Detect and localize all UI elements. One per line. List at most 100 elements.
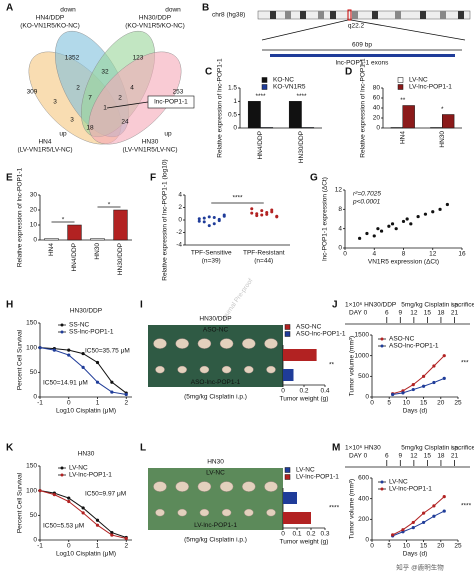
exon-label: lnc-POP1-1 exons xyxy=(336,60,389,67)
timeline-day: 21 xyxy=(451,453,459,460)
x-axis-label: Tumor weight (g) xyxy=(280,539,329,546)
point xyxy=(67,348,71,352)
y-tick-label: 20 xyxy=(373,115,381,122)
point xyxy=(81,365,85,369)
point xyxy=(376,227,380,231)
legend-swatch xyxy=(261,84,268,90)
y-tick-label: 0 xyxy=(33,394,37,401)
tumor-photo xyxy=(148,325,283,387)
point xyxy=(197,219,201,223)
venn-count: 7 xyxy=(88,95,92,102)
venn-count: 4 xyxy=(130,85,134,92)
venn-count: 1352 xyxy=(65,55,80,62)
y-tick-label: 0 xyxy=(33,237,37,244)
y-tick-label: 1 xyxy=(233,98,237,105)
legend-label: LV-lnc-POP1-1 xyxy=(69,472,112,479)
venn-count: 253 xyxy=(173,89,184,96)
x-tick-label: HN4 xyxy=(399,131,406,144)
x-tick-label: 0 xyxy=(370,400,374,407)
significance: *** xyxy=(461,360,469,367)
panel-letter: D xyxy=(345,67,352,78)
chromosome-band xyxy=(330,11,336,19)
point xyxy=(394,227,398,231)
venn-set-desc: (KO-VN1R5/KO-NC) xyxy=(125,23,185,30)
point xyxy=(212,216,216,219)
venn-count: 2 xyxy=(118,95,122,102)
point xyxy=(124,392,128,397)
x-tick-label: 0.3 xyxy=(320,531,329,538)
bar xyxy=(301,127,315,129)
point xyxy=(438,207,442,211)
x-tick-label: 10 xyxy=(403,543,411,550)
legend-swatch xyxy=(380,344,384,348)
legend-swatch xyxy=(284,331,291,337)
y-tick-label: 4 xyxy=(338,225,342,232)
y-tick-label: 150 xyxy=(26,463,37,470)
panel-letter: J xyxy=(332,300,338,311)
tumor xyxy=(155,508,165,517)
significance: ** xyxy=(400,97,406,104)
y-tick-label: 1500 xyxy=(355,332,370,339)
significance: * xyxy=(441,106,444,113)
chromosome-label: chr8 (hg38) xyxy=(212,12,245,19)
x-tick-label: 0 xyxy=(67,543,71,550)
bar xyxy=(430,127,443,129)
point xyxy=(275,214,279,218)
y-tick-label: 150 xyxy=(26,320,37,327)
point xyxy=(379,229,384,233)
legend-label: LV-lnc-POP1-1 xyxy=(389,486,432,493)
chromosome-band xyxy=(458,11,464,19)
y-tick-label: -4 xyxy=(176,242,182,249)
timeline-day: 15 xyxy=(424,453,432,460)
point xyxy=(372,234,376,238)
venn-set-desc: (LV-VN1R5/LV-NC) xyxy=(122,147,177,154)
stat-label: p<0.0001 xyxy=(352,199,381,206)
point xyxy=(255,212,259,216)
panel-letter: L xyxy=(140,443,146,454)
venn-count: 3 xyxy=(70,117,74,124)
x-tick-label: 2 xyxy=(124,543,128,550)
y-tick-label: 0 xyxy=(365,394,369,401)
y-axis-label: Relative expression of lnc-POP1-1 xyxy=(360,58,367,158)
significance: * xyxy=(62,217,65,224)
y-tick-label: 50 xyxy=(30,369,38,376)
bar xyxy=(113,209,128,241)
point xyxy=(391,392,395,397)
venn-set xyxy=(88,51,182,145)
bar xyxy=(283,492,297,504)
legend-swatch xyxy=(60,330,64,334)
venn-count: 1 xyxy=(103,105,107,112)
point xyxy=(124,536,128,541)
timeline-day: 9 xyxy=(399,453,403,460)
point xyxy=(442,495,446,499)
point xyxy=(95,380,100,384)
tumor xyxy=(197,338,212,349)
legend-label: SS-NC xyxy=(69,322,90,329)
bar xyxy=(247,101,261,129)
significance: ** xyxy=(329,362,335,369)
point xyxy=(265,211,269,214)
length-label: 609 bp xyxy=(352,42,372,49)
x-tick-label: HN4/DDP xyxy=(257,131,264,160)
y-axis-label: Relative expression of lnc-POP1-1 (log10… xyxy=(162,159,169,280)
y-tick-label: 60 xyxy=(373,95,381,102)
x-tick-label: 20 xyxy=(437,400,445,407)
series-line xyxy=(39,490,127,540)
chromosome-band xyxy=(440,11,446,19)
timeline-day: 6 xyxy=(385,453,389,460)
tumor xyxy=(155,365,165,374)
venn-set-name: HN30 xyxy=(142,139,159,146)
x-tick-label: HN30/DDP xyxy=(298,131,305,163)
point xyxy=(270,208,274,212)
callout-line xyxy=(106,101,149,109)
watermark: Journal Pre-proof xyxy=(220,277,255,322)
y-tick-label: 0.5 xyxy=(228,111,237,118)
point xyxy=(95,360,100,365)
x-axis-label: Days (d) xyxy=(403,551,428,558)
timeline-day: 9 xyxy=(399,310,403,317)
y-tick-label: 0 xyxy=(365,537,369,544)
x-tick-label: 1 xyxy=(96,400,100,407)
x-tick-label: HN4 xyxy=(48,243,55,256)
tumor xyxy=(175,481,189,492)
x-tick-label: 15 xyxy=(420,543,428,550)
